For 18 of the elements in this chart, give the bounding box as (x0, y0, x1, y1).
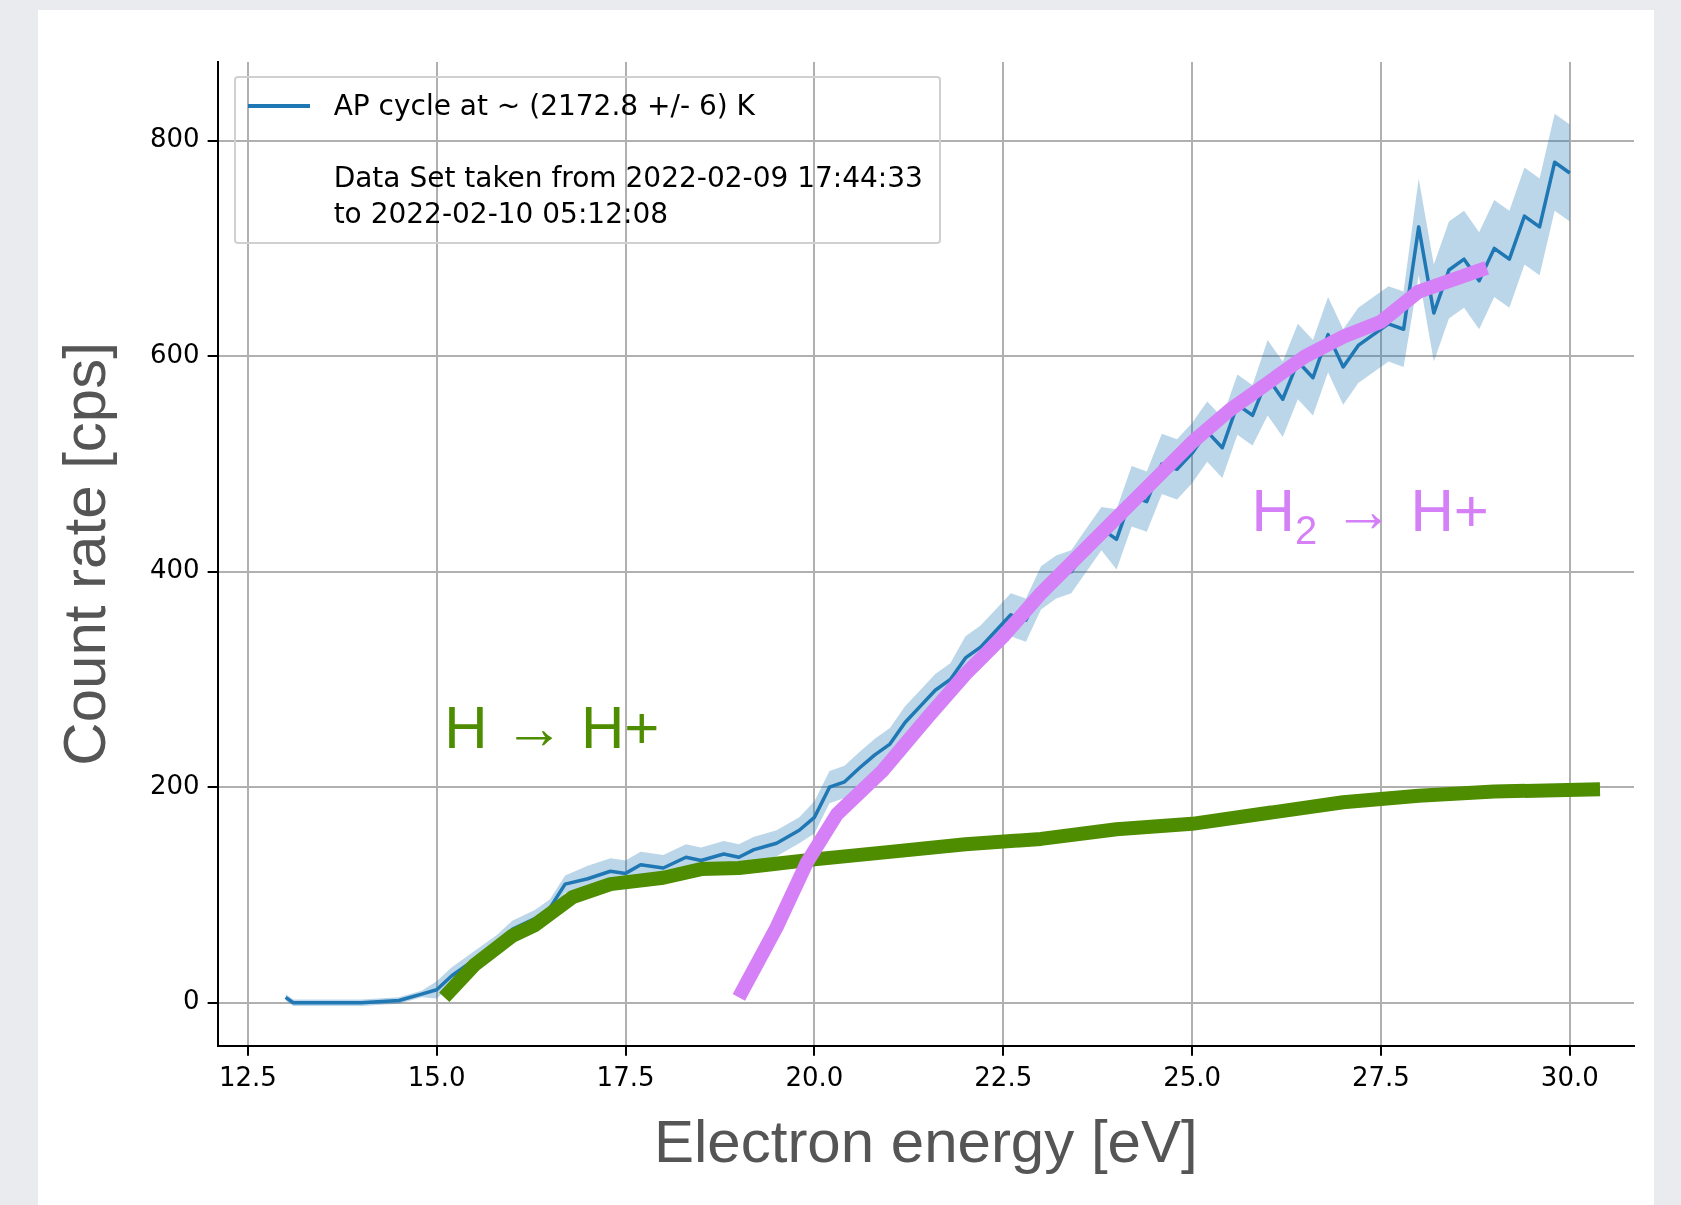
y-tick-label: 400 (149, 554, 200, 585)
x-tick-label: 15.0 (407, 1062, 466, 1093)
x-tick-label: 22.5 (974, 1062, 1033, 1093)
x-tick-label: 30.0 (1540, 1062, 1599, 1093)
y-tick-label: 200 (149, 769, 200, 800)
legend-label: AP cycle at ~ (2172.8 +/- 6) K (333, 88, 755, 124)
x-tick-label: 25.0 (1163, 1062, 1222, 1093)
y-tick-label: 800 (149, 123, 200, 154)
annotation: Data Set taken from 2022-02-09 17:44:33 to 2022-02-10 05:12:08 (333, 160, 923, 232)
y-tick-label: 0 (183, 985, 200, 1016)
y-tick-label: 600 (149, 338, 200, 369)
x-tick-label: 17.5 (596, 1062, 655, 1093)
x-tick-label: 20.0 (785, 1062, 844, 1093)
x-axis-title: Electron energy [eV] (653, 1107, 1198, 1175)
annotation: H → H+ (444, 693, 660, 761)
x-tick-label: 12.5 (218, 1062, 277, 1093)
x-tick-label: 27.5 (1352, 1062, 1410, 1093)
y-axis-title: Count rate [cps] (50, 342, 118, 766)
